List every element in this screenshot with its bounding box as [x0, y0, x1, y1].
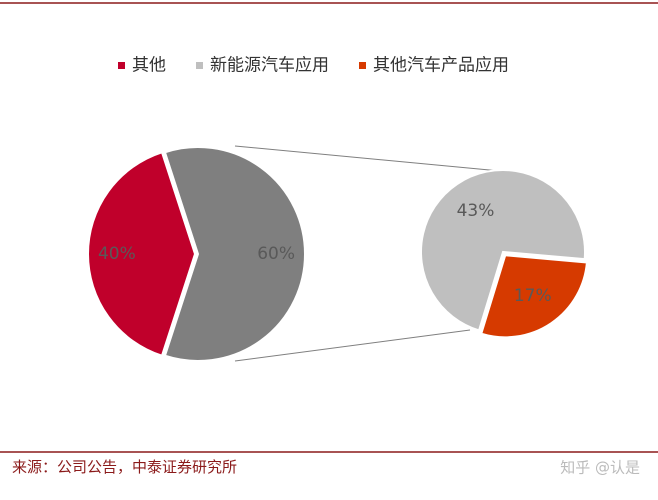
legend-label: 其他	[132, 56, 166, 76]
connector	[234, 145, 501, 172]
data-label: 60%	[257, 244, 295, 264]
pie-slice	[87, 150, 197, 358]
pie-slice	[420, 169, 586, 332]
connector	[234, 329, 471, 362]
data-label: 43%	[457, 201, 495, 221]
legend-swatch	[359, 62, 366, 69]
pie-slice	[163, 146, 306, 362]
legend-label: 其他汽车产品应用	[373, 56, 509, 76]
data-label: 17%	[514, 286, 552, 306]
legend-swatch	[118, 62, 125, 69]
pie-slice	[480, 254, 589, 339]
legend-label: 新能源汽车应用	[210, 56, 329, 76]
source: 来源：公司公告，中泰证券研究所	[12, 458, 237, 476]
legend-swatch	[196, 62, 203, 69]
watermark: 知乎 @认是	[560, 459, 640, 477]
data-label: 40%	[98, 244, 136, 264]
